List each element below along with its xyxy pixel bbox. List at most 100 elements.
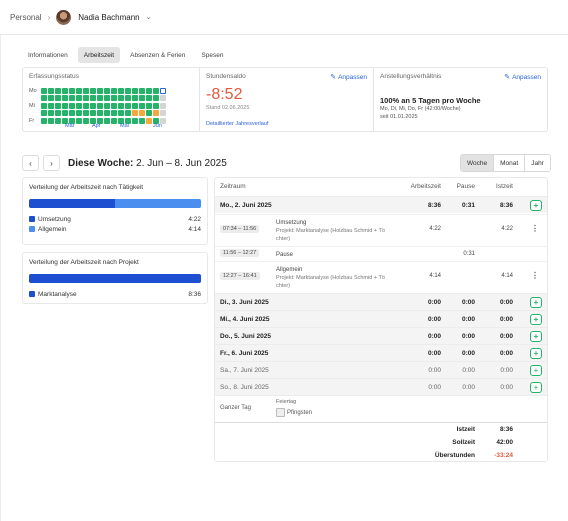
heatmap-cell[interactable] <box>69 110 75 116</box>
add-entry-button[interactable]: + <box>530 314 542 325</box>
heatmap-cell[interactable] <box>111 102 117 109</box>
heatmap-cell[interactable] <box>62 95 68 101</box>
heatmap-cell[interactable] <box>83 102 89 109</box>
heatmap-cell[interactable] <box>139 87 145 94</box>
year-history-link[interactable]: Detaillierter Jahresverlauf <box>206 121 269 127</box>
employment-edit-link[interactable]: ✎ Anpassen <box>504 73 541 82</box>
heatmap-cell[interactable] <box>146 102 152 109</box>
heatmap-cell[interactable] <box>48 102 54 109</box>
heatmap-cell[interactable] <box>146 117 152 124</box>
heatmap-cell[interactable] <box>104 110 110 116</box>
table-row-entry[interactable]: 07:34 – 11:56 Umsetzung Projekt: Marktan… <box>215 214 547 246</box>
more-options-icon[interactable]: ⋮ <box>531 271 539 280</box>
heatmap-cell[interactable] <box>41 87 47 94</box>
heatmap-cell[interactable] <box>146 95 152 101</box>
heatmap-cell[interactable] <box>160 110 166 116</box>
heatmap-cell[interactable] <box>90 110 96 116</box>
add-entry-button[interactable]: + <box>530 365 542 376</box>
heatmap-cell[interactable] <box>146 110 152 116</box>
heatmap-cell[interactable] <box>160 87 166 94</box>
table-row-entry[interactable]: 11:56 – 12:27 Pause 0:31 <box>215 246 547 261</box>
heatmap-cell[interactable] <box>83 110 89 116</box>
heatmap-cell[interactable] <box>55 117 61 124</box>
heatmap-cell[interactable] <box>160 102 166 109</box>
heatmap-cell[interactable] <box>97 95 103 101</box>
heatmap-cell[interactable] <box>146 87 152 94</box>
heatmap-cell[interactable] <box>41 117 47 124</box>
heatmap-cell[interactable] <box>118 110 124 116</box>
add-entry-button[interactable]: + <box>530 331 542 342</box>
heatmap-cell[interactable] <box>76 110 82 116</box>
period-week-button[interactable]: Woche <box>461 155 494 171</box>
heatmap-cell[interactable] <box>139 95 145 101</box>
heatmap-cell[interactable] <box>41 110 47 116</box>
heatmap-cell[interactable] <box>48 95 54 101</box>
heatmap-cell[interactable] <box>132 95 138 101</box>
period-month-button[interactable]: Monat <box>493 155 525 171</box>
heatmap-cell[interactable] <box>55 102 61 109</box>
table-row-entry[interactable]: 12:27 – 16:41 Allgemein Projekt: Marktan… <box>215 261 547 293</box>
add-entry-button[interactable]: + <box>530 382 542 393</box>
heatmap-cell[interactable] <box>97 87 103 94</box>
chevron-down-icon[interactable]: ⌄ <box>145 14 152 21</box>
heatmap-cell[interactable] <box>125 102 131 109</box>
heatmap-cell[interactable] <box>69 102 75 109</box>
add-entry-button[interactable]: + <box>530 348 542 359</box>
saldo-edit-link[interactable]: ✎ Anpassen <box>330 73 367 82</box>
heatmap-cell[interactable] <box>160 95 166 101</box>
heatmap-cell[interactable] <box>132 110 138 116</box>
heatmap-cell[interactable] <box>104 102 110 109</box>
heatmap-cell[interactable] <box>153 95 159 101</box>
heatmap-cell[interactable] <box>132 87 138 94</box>
heatmap-cell[interactable] <box>111 95 117 101</box>
heatmap-cell[interactable] <box>76 95 82 101</box>
breadcrumb-personal[interactable]: Personal <box>10 12 42 22</box>
heatmap-cell[interactable] <box>153 102 159 109</box>
heatmap-cell[interactable] <box>55 110 61 116</box>
tab-informationen[interactable]: Informationen <box>28 51 68 59</box>
tab-spesen[interactable]: Spesen <box>201 51 224 59</box>
more-options-icon[interactable]: ⋮ <box>531 224 539 233</box>
period-year-button[interactable]: Jahr <box>524 155 550 171</box>
heatmap-cell[interactable] <box>132 117 138 124</box>
heatmap-cell[interactable] <box>69 87 75 94</box>
heatmap-cell[interactable] <box>48 110 54 116</box>
heatmap-cell[interactable] <box>76 102 82 109</box>
heatmap-cell[interactable] <box>111 110 117 116</box>
heatmap-cell[interactable] <box>90 117 96 124</box>
heatmap-cell[interactable] <box>139 117 145 124</box>
heatmap-cell[interactable] <box>97 117 103 124</box>
heatmap-cell[interactable] <box>90 95 96 101</box>
heatmap-cell[interactable] <box>83 117 89 124</box>
heatmap-cell[interactable] <box>125 110 131 116</box>
heatmap-cell[interactable] <box>62 102 68 109</box>
heatmap-cell[interactable] <box>41 102 47 109</box>
heatmap-cell[interactable] <box>104 87 110 94</box>
heatmap-cell[interactable] <box>118 102 124 109</box>
heatmap-cell[interactable] <box>83 95 89 101</box>
heatmap-cell[interactable] <box>111 117 117 124</box>
heatmap-cell[interactable] <box>104 117 110 124</box>
heatmap-cell[interactable] <box>41 95 47 101</box>
heatmap-cell[interactable] <box>118 117 124 124</box>
heatmap-cell[interactable] <box>125 87 131 94</box>
heatmap-cell[interactable] <box>125 117 131 124</box>
heatmap-cell[interactable] <box>83 87 89 94</box>
prev-week-button[interactable]: ‹ <box>22 155 39 171</box>
heatmap-cell[interactable] <box>153 87 159 94</box>
heatmap-cell[interactable] <box>153 110 159 116</box>
heatmap-cell[interactable] <box>139 110 145 116</box>
heatmap-cell[interactable] <box>97 102 103 109</box>
tab-arbeitszeit[interactable]: Arbeitszeit <box>77 47 121 63</box>
heatmap-cell[interactable] <box>104 95 110 101</box>
heatmap-cell[interactable] <box>55 95 61 101</box>
heatmap-cell[interactable] <box>62 110 68 116</box>
heatmap-cell[interactable] <box>76 117 82 124</box>
add-entry-button[interactable]: + <box>530 200 542 211</box>
heatmap-cell[interactable] <box>118 87 124 94</box>
heatmap-cell[interactable] <box>55 87 61 94</box>
heatmap-cell[interactable] <box>69 117 75 124</box>
heatmap-cell[interactable] <box>62 87 68 94</box>
heatmap-cell[interactable] <box>62 117 68 124</box>
heatmap-cell[interactable] <box>48 87 54 94</box>
